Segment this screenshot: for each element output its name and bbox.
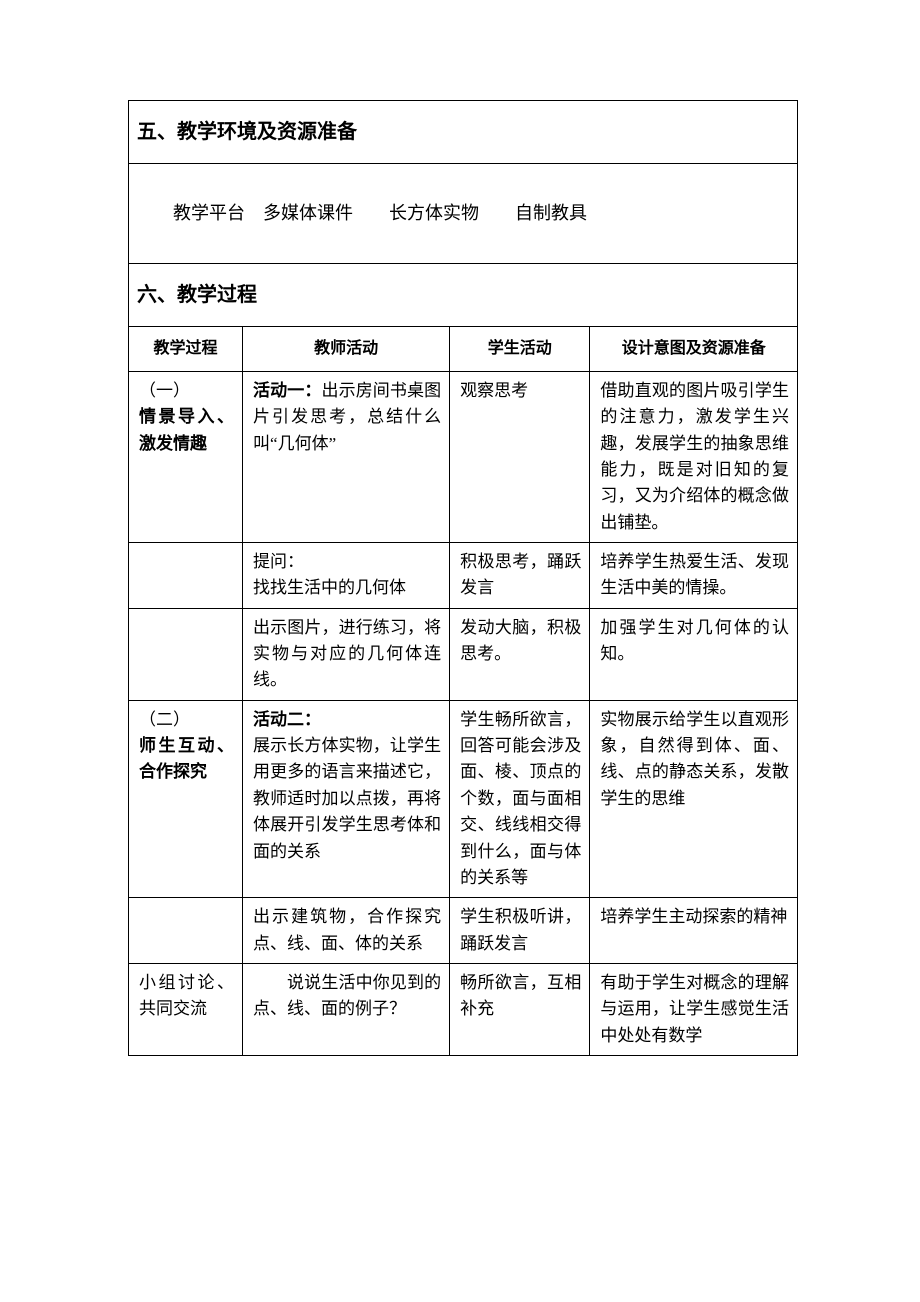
cell-student: 畅所欲言，互相补充 (450, 963, 590, 1055)
cell-teacher: 出示建筑物，合作探究点、线、面、体的关系 (243, 898, 450, 964)
cell-intent: 借助直观的图片吸引学生的注意力，激发学生兴趣，发展学生的抽象思维能力，既是对旧知… (590, 372, 797, 543)
teacher-text: 提问： 找找生活中的几何体 (253, 552, 406, 597)
cell-intent: 加强学生对几何体的认知。 (590, 608, 797, 700)
cell-teacher: 活动一：出示房间书桌图片引发思考，总结什么叫“几何体” (243, 372, 450, 543)
cell-student: 学生积极听讲，踊跃发言 (450, 898, 590, 964)
table-row: 小组讨论、共同交流 说说生活中你见到的点、线、面的例子？ 畅所欲言，互相补充 有… (129, 963, 797, 1055)
teacher-text: 出示图片，进行练习，将实物与对应的几何体连线。 (253, 618, 441, 690)
cell-student: 观察思考 (450, 372, 590, 543)
table-row: 提问： 找找生活中的几何体 积极思考，踊跃发言 培养学生热爱生活、发现生活中美的… (129, 543, 797, 609)
cell-process: （一） 情景导入、激发情趣 (129, 372, 243, 543)
teaching-process-table: 教学过程 教师活动 学生活动 设计意图及资源准备 （一） 情景导入、激发情趣 活… (129, 327, 797, 1055)
teacher-lead: 活动一： (253, 381, 321, 400)
section-5-body: 教学平台 多媒体课件 长方体实物 自制教具 (129, 164, 797, 264)
process-title: 小组讨论、共同交流 (139, 973, 234, 1018)
table-row: （二） 师生互动、合作探究 活动二： 展示长方体实物，让学生用更多的语言来描述它… (129, 700, 797, 897)
table-row: （一） 情景导入、激发情趣 活动一：出示房间书桌图片引发思考，总结什么叫“几何体… (129, 372, 797, 543)
process-title: 情景导入、激发情趣 (139, 407, 234, 452)
col-header-student: 学生活动 (450, 327, 590, 372)
cell-teacher: 出示图片，进行练习，将实物与对应的几何体连线。 (243, 608, 450, 700)
table-header-row: 教学过程 教师活动 学生活动 设计意图及资源准备 (129, 327, 797, 372)
col-header-process: 教学过程 (129, 327, 243, 372)
cell-student: 发动大脑，积极思考。 (450, 608, 590, 700)
cell-intent: 培养学生热爱生活、发现生活中美的情操。 (590, 543, 797, 609)
page: 五、教学环境及资源准备 教学平台 多媒体课件 长方体实物 自制教具 六、教学过程… (0, 0, 920, 1302)
process-prefix: （一） (139, 378, 234, 404)
col-header-intent: 设计意图及资源准备 (590, 327, 797, 372)
document-table: 五、教学环境及资源准备 教学平台 多媒体课件 长方体实物 自制教具 六、教学过程… (128, 100, 798, 1056)
process-prefix: （二） (139, 707, 234, 733)
cell-student: 学生畅所欲言，回答可能会涉及面、棱、顶点的个数，面与面相交、线线相交得到什么，面… (450, 700, 590, 897)
cell-teacher: 说说生活中你见到的点、线、面的例子？ (243, 963, 450, 1055)
cell-process: （二） 师生互动、合作探究 (129, 700, 243, 897)
cell-teacher: 提问： 找找生活中的几何体 (243, 543, 450, 609)
cell-intent: 培养学生主动探索的精神 (590, 898, 797, 964)
cell-process: 小组讨论、共同交流 (129, 963, 243, 1055)
col-header-teacher: 教师活动 (243, 327, 450, 372)
teacher-lead: 活动二： (253, 710, 321, 729)
cell-teacher: 活动二： 展示长方体实物，让学生用更多的语言来描述它，教师适时加以点拨，再将体展… (243, 700, 450, 897)
cell-intent: 有助于学生对概念的理解与运用，让学生感觉生活中处处有数学 (590, 963, 797, 1055)
teacher-text: 出示建筑物，合作探究点、线、面、体的关系 (253, 907, 441, 952)
section-5-heading: 五、教学环境及资源准备 (129, 101, 797, 164)
process-title: 师生互动、合作探究 (139, 736, 234, 781)
table-row: 出示建筑物，合作探究点、线、面、体的关系 学生积极听讲，踊跃发言 培养学生主动探… (129, 898, 797, 964)
cell-process (129, 608, 243, 700)
cell-student: 积极思考，踊跃发言 (450, 543, 590, 609)
cell-intent: 实物展示给学生以直观形象，自然得到体、面、线、点的静态关系，发散学生的思维 (590, 700, 797, 897)
table-row: 出示图片，进行练习，将实物与对应的几何体连线。 发动大脑，积极思考。 加强学生对… (129, 608, 797, 700)
cell-process (129, 898, 243, 964)
section-6-heading: 六、教学过程 (129, 264, 797, 327)
teacher-text: 展示长方体实物，让学生用更多的语言来描述它，教师适时加以点拨，再将体展开引发学生… (253, 736, 441, 860)
cell-process (129, 543, 243, 609)
teacher-text: 说说生活中你见到的点、线、面的例子？ (253, 970, 441, 1023)
